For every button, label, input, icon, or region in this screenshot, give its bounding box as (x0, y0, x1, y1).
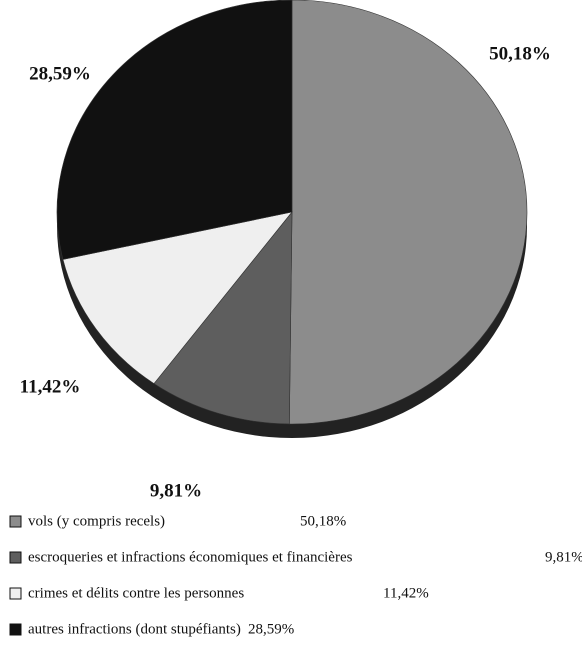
pie-slice (62, 211, 293, 384)
slice-label: 28,59% (29, 63, 91, 84)
slice-label: 11,42% (20, 376, 81, 397)
legend-value: 11,42% (383, 585, 429, 601)
slice-label: 50,18% (489, 43, 551, 64)
legend-label: autres infractions (dont stupéfiants) (28, 621, 241, 637)
slice-label: 9,81% (150, 480, 202, 501)
legend-label: escroqueries et infractions économiques … (28, 549, 353, 565)
legend-value: 28,59% (248, 621, 294, 637)
pie-slice (289, 0, 528, 425)
legend-swatch (9, 623, 22, 636)
legend-label: vols (y compris recels) (28, 513, 165, 529)
legend-swatch (9, 587, 22, 600)
pie-slice (153, 211, 293, 425)
pie-slice (56, 0, 293, 260)
legend-value: 9,81% (545, 549, 582, 565)
legend-value: 50,18% (300, 513, 346, 529)
legend-swatch (9, 515, 22, 528)
legend-label: crimes et délits contre les personnes (28, 585, 244, 601)
legend-swatch (9, 551, 22, 564)
